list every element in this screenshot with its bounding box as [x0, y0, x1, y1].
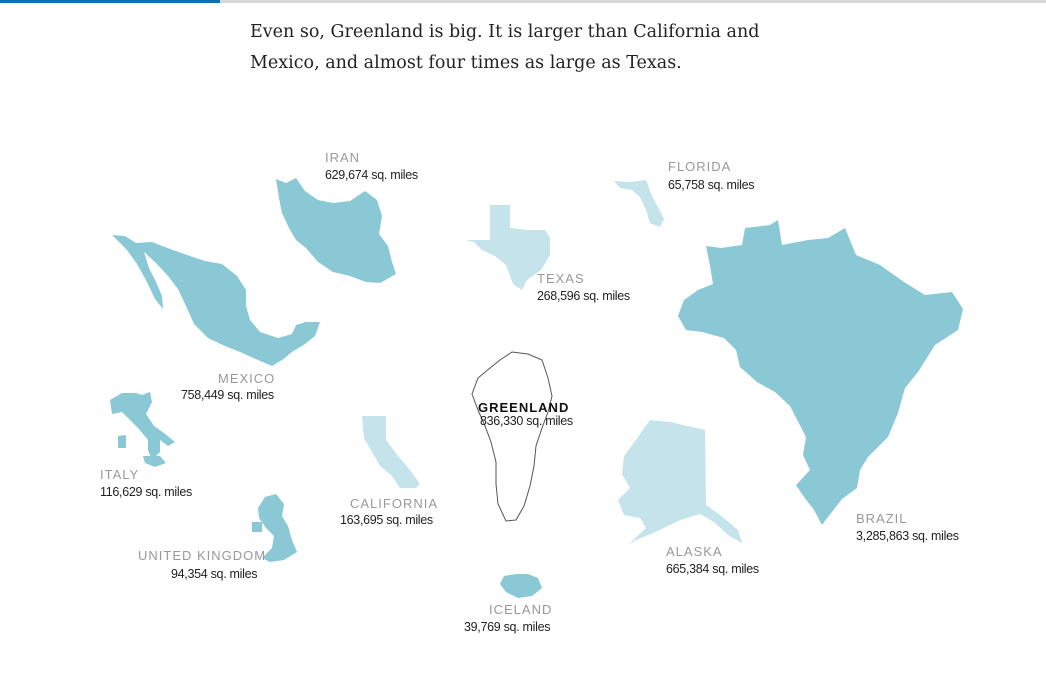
california-label: CALIFORNIA	[350, 496, 439, 511]
uk-shape	[252, 494, 297, 562]
mexico-area: 758,449 sq. miles	[181, 388, 274, 402]
greenland-shape	[471, 351, 553, 522]
greenland-label: GREENLAND	[478, 400, 570, 415]
iran-shape	[276, 178, 396, 283]
california-shape	[362, 416, 420, 488]
florida-area: 65,758 sq. miles	[668, 178, 755, 192]
brazil-label: BRAZIL	[856, 511, 908, 526]
texas-label: TEXAS	[537, 271, 585, 286]
reading-progress-bar	[0, 0, 1046, 3]
iceland-shape	[500, 574, 542, 598]
iceland-area: 39,769 sq. miles	[464, 620, 551, 634]
florida-label: FLORIDA	[668, 159, 732, 174]
italy-label: ITALY	[100, 467, 140, 482]
alaska-area: 665,384 sq. miles	[666, 562, 759, 576]
uk-label: UNITED KINGDOM	[138, 548, 267, 563]
mexico-shape	[112, 235, 320, 366]
california-area: 163,695 sq. miles	[340, 513, 433, 527]
intro-line-2: Mexico, and almost four times as large a…	[250, 53, 682, 73]
italy-area: 116,629 sq. miles	[100, 485, 192, 499]
greenland-area: 836,330 sq. miles	[480, 414, 573, 428]
intro-paragraph: Even so, Greenland is big. It is larger …	[250, 17, 770, 79]
florida-shape	[614, 180, 664, 227]
uk-area: 94,354 sq. miles	[171, 567, 258, 581]
iran-area: 629,674 sq. miles	[325, 168, 418, 182]
brazil-shape	[678, 220, 963, 525]
alaska-shape	[618, 420, 742, 545]
texas-area: 268,596 sq. miles	[537, 289, 630, 303]
reading-progress-fill	[0, 0, 220, 3]
iran-label: IRAN	[325, 150, 361, 165]
texas-shape	[465, 205, 550, 290]
intro-line-1: Even so, Greenland is big. It is larger …	[250, 22, 760, 42]
iceland-label: ICELAND	[489, 602, 553, 617]
italy-shape	[110, 392, 175, 467]
alaska-label: ALASKA	[666, 544, 723, 559]
mexico-label: MEXICO	[218, 371, 276, 386]
brazil-area: 3,285,863 sq. miles	[856, 529, 959, 543]
